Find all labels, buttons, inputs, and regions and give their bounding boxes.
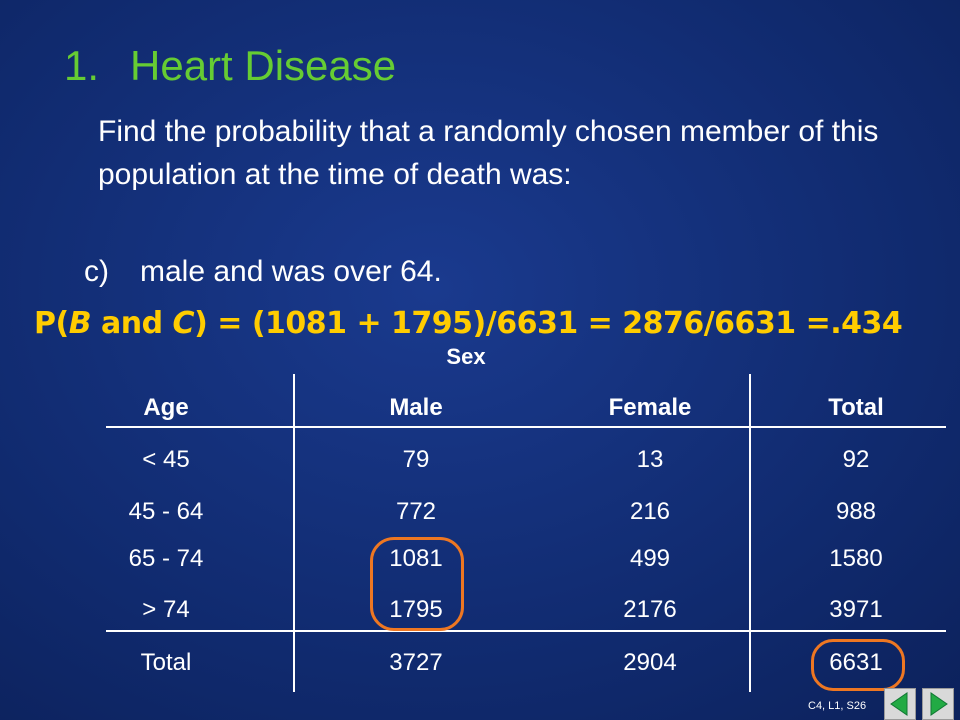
column-header-female: Female bbox=[608, 394, 692, 421]
total-cell: 988 bbox=[835, 498, 877, 525]
total-cell: 6631 bbox=[829, 649, 883, 676]
title-number: 1. bbox=[64, 42, 100, 89]
column-header-age: Age bbox=[143, 394, 189, 421]
slide-title: 1. Heart Disease bbox=[64, 40, 396, 92]
female-cell: 13 bbox=[636, 446, 664, 473]
female-cell: 216 bbox=[629, 498, 671, 525]
table-divider-horizontal bbox=[106, 630, 946, 632]
total-cell: 1580 bbox=[829, 545, 883, 572]
male-cell: 1795 bbox=[389, 596, 443, 623]
male-cell: 1081 bbox=[389, 545, 443, 572]
total-cell: 92 bbox=[842, 446, 870, 473]
formula-event-b: B bbox=[68, 306, 92, 341]
title-text: Heart Disease bbox=[130, 42, 397, 89]
highlight-oval bbox=[811, 639, 905, 691]
table-divider-vertical bbox=[749, 374, 751, 692]
arrow-left-icon bbox=[890, 692, 908, 716]
sub-question-label: c) bbox=[84, 255, 109, 288]
female-cell: 2176 bbox=[623, 596, 677, 623]
probability-formula: P(B and C) = (1081 + 1795)/6631 = 2876/6… bbox=[34, 304, 903, 344]
sub-question-text: male and was over 64. bbox=[140, 255, 442, 288]
formula-rest: ) = (1081 + 1795)/6631 = 2876/6631 =.434 bbox=[194, 306, 903, 341]
slide-reference: C4, L1, S26 bbox=[808, 700, 867, 712]
male-cell: 79 bbox=[402, 446, 430, 473]
female-cell: 2904 bbox=[623, 649, 677, 676]
formula-prefix: P( bbox=[34, 306, 69, 341]
previous-slide-button[interactable] bbox=[884, 688, 916, 720]
table-divider-vertical bbox=[293, 374, 295, 692]
male-cell: 772 bbox=[395, 498, 437, 525]
total-cell: 3971 bbox=[829, 596, 883, 623]
age-cell: > 74 bbox=[142, 596, 190, 623]
age-cell: Total bbox=[140, 649, 192, 676]
sub-question: c) male and was over 64. bbox=[84, 254, 442, 290]
formula-and: and bbox=[91, 306, 173, 341]
age-cell: 45 - 64 bbox=[128, 498, 204, 525]
arrow-right-icon bbox=[930, 692, 948, 716]
table-divider-horizontal bbox=[106, 426, 946, 428]
next-slide-button[interactable] bbox=[922, 688, 954, 720]
age-cell: < 45 bbox=[142, 446, 190, 473]
column-header-total: Total bbox=[828, 394, 884, 421]
question-text: Find the probability that a randomly cho… bbox=[98, 115, 879, 191]
highlight-oval bbox=[370, 537, 464, 631]
formula-event-c: C bbox=[172, 306, 195, 341]
age-cell: 65 - 74 bbox=[128, 545, 204, 572]
column-header-male: Male bbox=[389, 394, 443, 421]
male-cell: 3727 bbox=[389, 649, 443, 676]
female-cell: 499 bbox=[629, 545, 671, 572]
sex-group-header: Sex bbox=[446, 344, 486, 369]
